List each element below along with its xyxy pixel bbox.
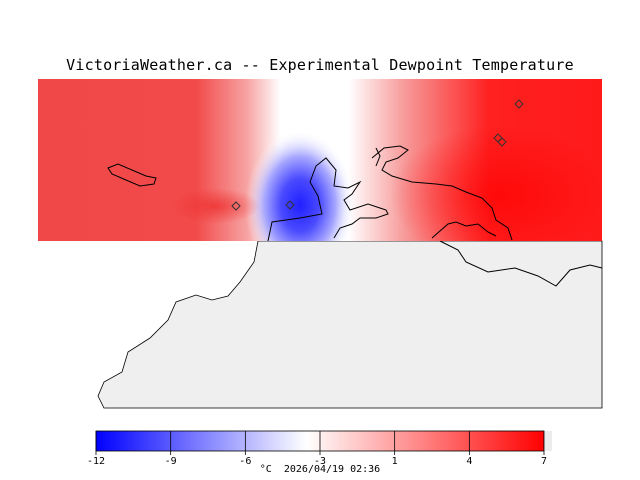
colorbar-tick-label: -6	[239, 456, 251, 467]
colorbar-tick-label: -12	[87, 456, 105, 467]
unit-label: °C	[259, 464, 272, 475]
station-marker[interactable]	[231, 201, 241, 211]
colorbar-tick-label: 7	[541, 456, 547, 467]
colorbar-ticks: -12 -9 -6 -3 1 4 7	[87, 431, 547, 467]
station-marker[interactable]	[285, 200, 295, 210]
coastline-north	[375, 147, 381, 167]
coastline-peninsula	[371, 145, 513, 241]
dewpoint-field	[38, 79, 602, 241]
colorbar-tick-label: 1	[392, 456, 398, 467]
land-mass	[97, 240, 603, 409]
coastline-east	[439, 240, 603, 287]
island-outline	[107, 163, 157, 187]
colorbar-tick-label: -3	[314, 456, 326, 467]
map-title: VictoriaWeather.ca -- Experimental Dewpo…	[66, 56, 574, 74]
colorbar: -12 -9 -6 -3 1 4 7	[87, 430, 552, 467]
station-marker[interactable]	[514, 99, 524, 109]
colorbar-tick-label: 4	[466, 456, 472, 467]
station-markers	[231, 99, 524, 211]
coastline-south-island	[267, 157, 389, 241]
colorbar-caption: °C 2026/04/19 02:36	[0, 464, 640, 475]
colorbar-tick-label: -9	[165, 456, 177, 467]
coastline-inlet	[431, 221, 497, 239]
station-marker[interactable]	[497, 137, 507, 147]
timestamp: 2026/04/19 02:36	[283, 464, 381, 475]
